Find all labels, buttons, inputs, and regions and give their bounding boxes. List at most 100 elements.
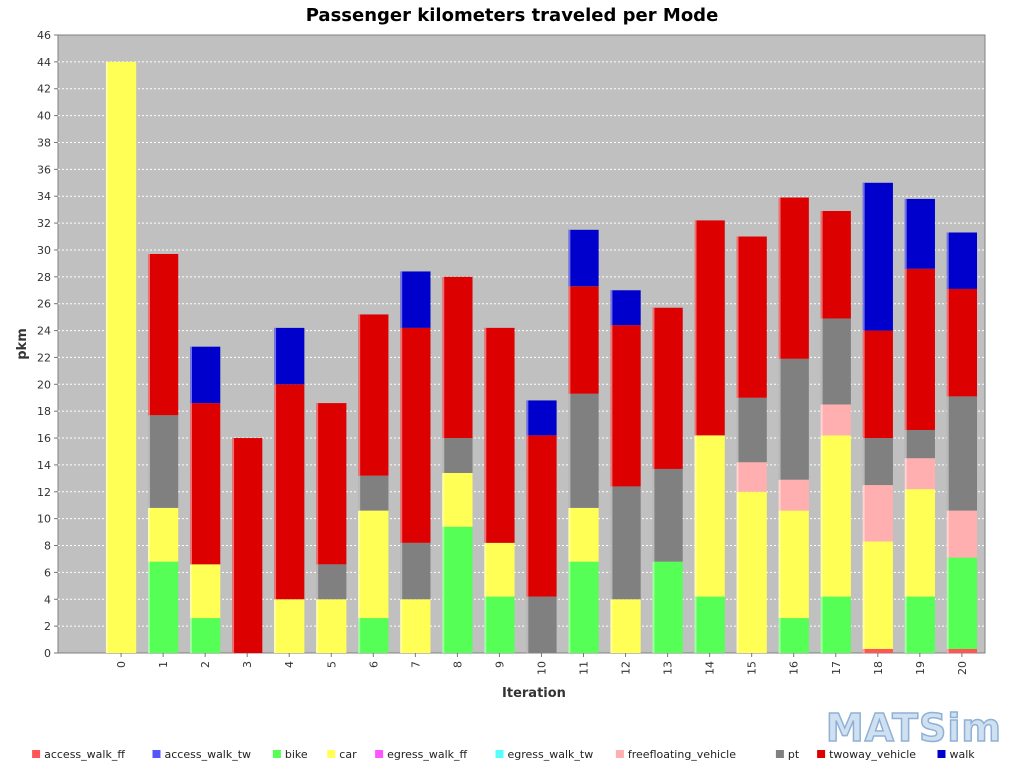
bar-highlight <box>904 489 907 597</box>
bar-segment <box>484 542 515 597</box>
bar-highlight <box>862 330 865 439</box>
bar-highlight <box>442 276 445 439</box>
legend-swatch <box>615 750 624 758</box>
bar-segment <box>190 564 221 619</box>
bar-highlight <box>442 526 445 653</box>
y-tick-label: 6 <box>44 566 51 579</box>
bar-segment <box>694 596 725 653</box>
x-tick-label: 5 <box>325 661 338 668</box>
bar-highlight <box>946 648 949 653</box>
legend-swatch <box>775 750 784 758</box>
bar-highlight <box>358 510 361 619</box>
bar-highlight <box>778 618 781 653</box>
bar-segment <box>778 197 809 359</box>
bar-highlight <box>946 232 949 289</box>
bar-highlight <box>147 415 150 508</box>
legend-label: freefloating_vehicle <box>628 748 736 761</box>
y-tick-label: 24 <box>37 325 51 338</box>
bar-highlight <box>442 472 445 527</box>
bar-highlight <box>820 435 823 597</box>
bar-highlight <box>190 403 193 565</box>
bar-highlight <box>568 561 571 653</box>
bar-highlight <box>400 542 403 600</box>
y-tick-label: 30 <box>37 244 51 257</box>
x-tick-label: 17 <box>830 661 843 675</box>
x-tick-label: 16 <box>788 661 801 675</box>
bar-segment <box>862 182 893 331</box>
x-tick-label: 7 <box>409 661 422 668</box>
bar-segment <box>526 400 557 436</box>
bar-highlight <box>736 491 739 653</box>
bar-segment <box>862 330 893 439</box>
bar-segment <box>274 599 305 653</box>
bar-highlight <box>946 557 949 649</box>
bar-highlight <box>484 542 487 597</box>
bar-highlight <box>736 462 739 492</box>
bar-highlight <box>778 479 781 511</box>
y-tick-label: 40 <box>37 110 51 123</box>
bar-segment <box>568 393 599 508</box>
legend-swatch <box>272 750 281 758</box>
bar-highlight <box>610 325 613 487</box>
bar-highlight <box>694 596 697 653</box>
bar-highlight <box>232 438 235 653</box>
bar-highlight <box>358 314 361 476</box>
x-tick-label: 1 <box>157 661 170 668</box>
bar-highlight <box>358 475 361 511</box>
x-tick-label: 18 <box>872 661 885 675</box>
bar-highlight <box>736 397 739 463</box>
y-tick-label: 2 <box>44 620 51 633</box>
legend-label: bike <box>285 748 308 761</box>
x-tick-label: 3 <box>241 661 254 668</box>
x-axis-title: Iteration <box>502 686 566 701</box>
bar-highlight <box>274 599 277 653</box>
x-tick-label: 6 <box>367 661 380 668</box>
matsim-logo: MATSim <box>826 706 1002 750</box>
bar-highlight <box>400 327 403 543</box>
y-tick-label: 28 <box>37 271 51 284</box>
legend-swatch <box>375 750 384 758</box>
bar-highlight <box>190 564 193 619</box>
x-tick-label: 12 <box>620 661 633 675</box>
bar-highlight <box>694 435 697 597</box>
bar-highlight <box>274 384 277 600</box>
bar-highlight <box>904 268 907 430</box>
y-tick-label: 14 <box>37 459 51 472</box>
bar-segment <box>946 232 978 289</box>
bar-segment <box>526 435 557 597</box>
bar-highlight <box>778 358 781 480</box>
bar-segment <box>862 648 893 653</box>
y-tick-label: 26 <box>37 298 51 311</box>
bar-segment <box>778 510 809 619</box>
bar-segment <box>736 462 767 492</box>
bar-segment <box>946 648 978 653</box>
y-tick-label: 36 <box>37 163 51 176</box>
y-tick-label: 18 <box>37 405 51 418</box>
x-tick-label: 15 <box>746 661 759 675</box>
y-tick-label: 4 <box>44 593 51 606</box>
bar-segment <box>904 268 935 430</box>
bar-segment <box>442 472 473 527</box>
legend-swatch <box>817 750 826 758</box>
bar-segment <box>652 307 683 469</box>
bar-segment <box>147 415 179 508</box>
bar-segment <box>736 397 767 463</box>
bar-segment <box>610 290 641 326</box>
bar-highlight <box>484 596 487 653</box>
legend-swatch <box>327 750 336 758</box>
bar-highlight <box>190 618 193 653</box>
bar-highlight <box>610 290 613 326</box>
bar-highlight <box>316 599 319 653</box>
x-tick-label: 8 <box>451 661 464 668</box>
bar-highlight <box>904 198 907 269</box>
y-tick-label: 46 <box>37 29 51 42</box>
bar-highlight <box>568 286 571 394</box>
bar-highlight <box>526 435 529 597</box>
x-tick-label: 10 <box>535 661 548 675</box>
bar-segment <box>400 271 431 328</box>
bar-highlight <box>862 438 865 486</box>
bar-segment <box>946 510 978 558</box>
bar-highlight <box>736 236 739 398</box>
bar-segment <box>190 346 221 404</box>
bar-highlight <box>652 307 655 469</box>
